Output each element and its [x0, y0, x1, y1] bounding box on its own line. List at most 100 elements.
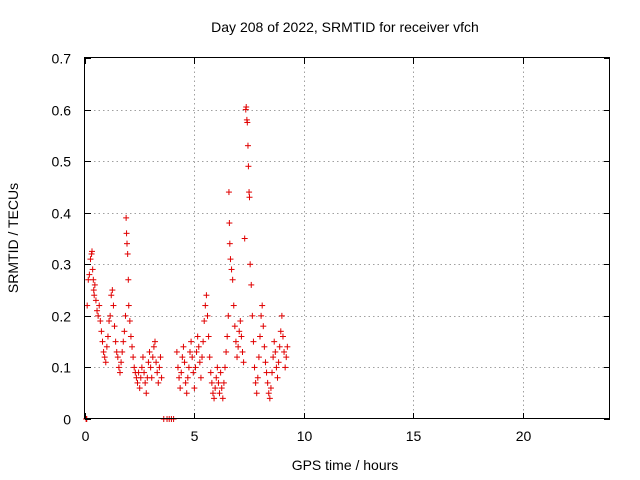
- data-point: [101, 354, 108, 361]
- data-point: [96, 302, 103, 309]
- data-point: [220, 379, 227, 386]
- data-point: [99, 338, 106, 345]
- grid: [85, 58, 610, 419]
- data-point: [207, 369, 214, 376]
- data-point: [187, 348, 193, 355]
- data-point: [267, 385, 274, 392]
- x-tick-label: 0: [82, 428, 90, 444]
- data-point: [246, 189, 253, 196]
- data-point: [225, 189, 232, 196]
- y-tick-label: 0: [63, 412, 71, 428]
- data-point: [188, 338, 195, 345]
- data-point: [174, 364, 181, 371]
- data-point: [244, 142, 251, 149]
- data-point: [258, 312, 265, 319]
- data-point: [189, 354, 196, 361]
- data-point: [95, 312, 102, 319]
- data-point: [265, 390, 272, 397]
- data-point: [130, 354, 137, 361]
- data-point: [200, 338, 207, 345]
- data-point: [229, 276, 236, 283]
- data-point: [110, 302, 117, 309]
- data-point: [145, 359, 152, 366]
- data-point: [152, 338, 158, 345]
- data-point: [279, 333, 286, 340]
- data-point: [113, 348, 120, 355]
- data-point: [264, 379, 271, 386]
- data-point: [283, 354, 290, 361]
- data-point: [124, 250, 131, 257]
- data-point: [254, 374, 261, 381]
- data-point: [201, 318, 208, 325]
- data-point: [185, 364, 192, 371]
- x-tick-label: 15: [406, 428, 422, 444]
- data-point: [129, 343, 136, 350]
- x-tick-label: 20: [516, 428, 532, 444]
- data-point: [240, 359, 247, 366]
- data-point: [213, 374, 220, 381]
- data-point: [227, 256, 234, 263]
- data-point: [212, 385, 219, 392]
- data-point: [262, 359, 269, 366]
- data-point: [266, 395, 273, 402]
- data-point: [92, 297, 99, 304]
- data-point: [94, 307, 101, 314]
- data-point: [126, 318, 133, 325]
- data-point: [190, 369, 197, 376]
- data-point: [137, 374, 144, 381]
- data-point: [274, 374, 281, 381]
- data-point: [211, 395, 218, 402]
- data-point: [155, 379, 162, 386]
- data-point: [215, 379, 222, 386]
- data-point: [193, 348, 200, 355]
- data-point: [177, 385, 184, 392]
- data-point: [85, 276, 92, 283]
- y-tick-label: 0.5: [52, 154, 72, 170]
- data-point: [204, 312, 211, 319]
- data-point: [138, 364, 145, 371]
- data-point: [275, 359, 282, 366]
- data-point: [135, 369, 142, 376]
- data-point: [125, 302, 132, 309]
- data-point: [239, 348, 246, 355]
- data-point: [234, 354, 241, 361]
- data-point: [250, 338, 257, 345]
- data-point: [263, 369, 270, 376]
- data-point: [223, 348, 230, 355]
- data-point: [261, 343, 268, 350]
- data-point: [225, 312, 232, 319]
- data-point: [142, 379, 149, 386]
- data-point: [197, 374, 204, 381]
- data-point: [226, 240, 233, 247]
- data-point: [228, 266, 235, 273]
- data-point: [117, 369, 123, 376]
- x-tick-label: 10: [297, 428, 313, 444]
- data-series-srmtid: [83, 103, 291, 422]
- data-point: [91, 281, 98, 288]
- data-point: [259, 302, 266, 309]
- data-point: [86, 271, 93, 278]
- data-point: [176, 374, 183, 381]
- data-point: [123, 214, 130, 221]
- data-point: [179, 354, 186, 361]
- data-point: [100, 348, 107, 355]
- data-point: [195, 343, 202, 350]
- data-point: [271, 338, 278, 345]
- data-point: [147, 364, 154, 371]
- data-point: [276, 343, 283, 350]
- data-point: [124, 240, 130, 247]
- data-point: [249, 312, 256, 319]
- data-point: [243, 103, 250, 110]
- data-point: [251, 364, 258, 371]
- data-point: [154, 369, 161, 376]
- data-point: [153, 359, 160, 366]
- data-point: [97, 318, 104, 325]
- y-tick-label: 0.7: [52, 51, 72, 67]
- data-point: [192, 364, 199, 371]
- data-point: [107, 312, 114, 319]
- data-point: [125, 276, 132, 283]
- data-point: [277, 328, 284, 335]
- data-point: [118, 359, 125, 366]
- data-point: [245, 163, 252, 170]
